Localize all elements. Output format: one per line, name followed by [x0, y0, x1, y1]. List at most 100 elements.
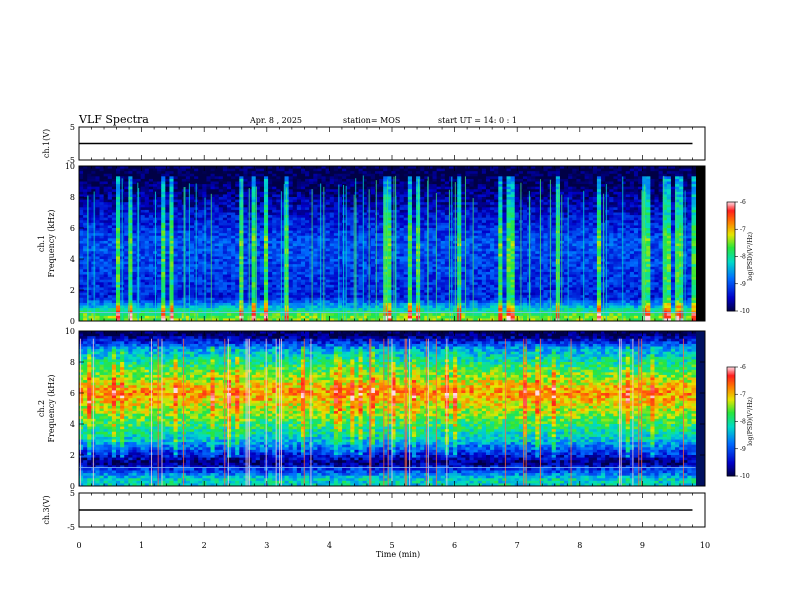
x-tick-label: 10 — [700, 541, 710, 550]
colorbar-segment — [727, 466, 735, 469]
colorbar-segment — [727, 390, 735, 392]
colorbar-segment — [727, 221, 735, 223]
colorbar-segment — [727, 300, 735, 302]
colorbar-segment — [727, 279, 735, 282]
colorbar-segment — [727, 424, 735, 426]
colorbar-segment — [727, 216, 735, 219]
colorbar-tick-label: -7 — [740, 226, 746, 233]
colorbar-segment — [727, 287, 735, 290]
colorbar-segment — [727, 450, 735, 452]
colorbar-segment — [727, 236, 735, 238]
colorbar-segment — [727, 413, 735, 416]
colorbar-segment — [727, 222, 735, 225]
colorbar-segment — [727, 465, 735, 467]
x-axis-label: Time (min) — [376, 550, 420, 559]
x-tick-label: 1 — [139, 541, 144, 550]
colorbar-segment — [727, 219, 735, 222]
colorbar-segment — [727, 242, 735, 245]
colorbar-segment — [727, 286, 735, 289]
colorbar-segment — [727, 202, 735, 204]
colorbar-segment — [727, 433, 735, 436]
y-tick-label: 4 — [70, 420, 75, 429]
colorbar-segment — [727, 388, 735, 391]
colorbar-segment — [727, 267, 735, 270]
colorbar-segment — [727, 237, 735, 240]
colorbar-segment — [727, 467, 735, 470]
colorbar-segment — [727, 452, 735, 455]
colorbar-tick-label: -6 — [740, 199, 746, 206]
colorbar-segment — [727, 456, 735, 459]
x-tick-label: 9 — [640, 541, 645, 550]
y-tick-label: -5 — [67, 156, 75, 165]
colorbar-segment — [727, 266, 735, 268]
colorbar-segment — [727, 285, 735, 287]
y-tick-label: 10 — [65, 162, 75, 171]
colorbar-segment — [727, 398, 735, 401]
colorbar-segment — [727, 298, 735, 301]
colorbar-segment — [727, 383, 735, 386]
colorbar-segment — [727, 458, 735, 461]
colorbar-segment — [727, 305, 735, 308]
colorbar-segment — [727, 414, 735, 417]
colorbar-segment — [727, 411, 735, 414]
colorbar-segment — [727, 379, 735, 382]
colorbar-segment — [727, 381, 735, 384]
colorbar-segment — [727, 418, 735, 421]
colorbar-segment — [727, 234, 735, 237]
colorbar-segment — [727, 290, 735, 293]
colorbar-segment — [727, 276, 735, 279]
colorbar-segment — [727, 226, 735, 229]
colorbar-segment — [727, 204, 735, 207]
x-tick-label: 7 — [515, 541, 520, 550]
y-tick-label: 0 — [70, 482, 75, 491]
colorbar-label: log(PSD)(V²/Hz) — [747, 232, 754, 281]
colorbar-tick-label: -6 — [740, 364, 746, 371]
colorbar-segment — [727, 462, 735, 465]
colorbar-segment — [727, 248, 735, 251]
colorbar-segment — [727, 391, 735, 394]
colorbar-segment — [727, 420, 735, 422]
colorbar-segment — [727, 426, 735, 429]
y-tick-label: 8 — [70, 358, 75, 367]
colorbar-segment — [727, 410, 735, 413]
colorbar-segment — [727, 264, 735, 267]
colorbar-segment — [727, 259, 735, 261]
colorbar-segment — [727, 306, 735, 309]
ch3-waveform-panel: 5 -5 ch.3(V) — [42, 489, 706, 532]
x-tick-label: 4 — [327, 541, 332, 550]
colorbar-segment — [727, 260, 735, 263]
colorbar-segment — [727, 212, 735, 215]
colorbar-segment — [727, 417, 735, 420]
x-tick-label: 2 — [202, 541, 207, 550]
colorbar-segment — [727, 422, 735, 425]
colorbar-segment — [727, 380, 735, 383]
colorbar-segment — [727, 446, 735, 448]
colorbar-segment — [727, 431, 735, 433]
colorbar-tick-label: -10 — [740, 308, 750, 315]
colorbar-segment — [727, 268, 735, 271]
spectrogram-image — [79, 331, 705, 487]
y-axis-label: Frequency (kHz) — [47, 209, 56, 277]
colorbar-segment — [727, 223, 735, 226]
colorbar-segment — [727, 249, 735, 252]
ch1-spectrogram-panel: 0 2 4 6 8 10 ch.1 Frequency (kHz) — [37, 162, 706, 326]
colorbar-segment — [727, 230, 735, 233]
colorbar-segment — [727, 211, 735, 214]
x-tick-label: 3 — [264, 541, 269, 550]
colorbar-segment — [727, 282, 735, 285]
y-axis-label: Frequency (kHz) — [47, 374, 56, 442]
colorbar-segment — [727, 432, 735, 435]
colorbar-segment — [727, 231, 735, 234]
y-tick-label: -5 — [67, 523, 75, 532]
colorbar-segment — [727, 214, 735, 217]
colorbar-segment — [727, 447, 735, 450]
colorbar-segment — [727, 255, 735, 257]
y-tick-label: 6 — [70, 224, 75, 233]
colorbar-segment — [727, 440, 735, 443]
colorbar-segment — [727, 309, 735, 312]
colorbar-segment — [727, 387, 735, 390]
colorbar-label: log(PSD)(V²/Hz) — [747, 397, 754, 446]
colorbar-segment — [727, 297, 735, 300]
colorbar-segment — [727, 428, 735, 431]
colorbar-segment — [727, 241, 735, 244]
